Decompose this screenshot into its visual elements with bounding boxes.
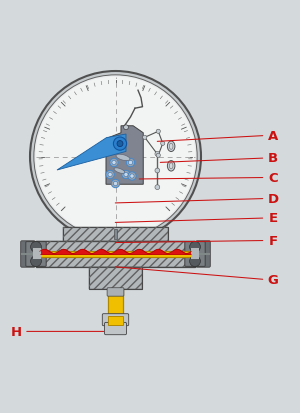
Ellipse shape [169,144,173,150]
Circle shape [124,126,128,131]
Circle shape [111,180,120,188]
Circle shape [110,159,118,167]
Circle shape [108,173,112,177]
Bar [114,229,117,239]
Bar [63,227,168,242]
Circle shape [155,185,160,190]
Ellipse shape [114,169,125,174]
FancyBboxPatch shape [102,314,129,326]
Circle shape [36,77,195,237]
FancyBboxPatch shape [107,288,124,297]
FancyBboxPatch shape [105,323,127,335]
Circle shape [106,171,114,179]
FancyBboxPatch shape [26,242,46,267]
Circle shape [156,154,161,158]
Bar [108,290,123,317]
Text: C: C [268,171,278,185]
Bar [36,242,195,267]
Circle shape [190,256,200,267]
Bar [191,249,199,259]
Ellipse shape [116,155,130,161]
Bar [108,316,123,325]
Text: A: A [268,130,278,142]
FancyBboxPatch shape [21,241,35,268]
Circle shape [34,76,197,239]
Bar [89,267,142,290]
Circle shape [161,142,165,146]
Polygon shape [57,135,126,171]
FancyBboxPatch shape [196,241,210,268]
Text: G: G [268,273,278,286]
Text: D: D [267,192,279,206]
Polygon shape [106,126,143,185]
Bar [33,249,40,259]
Circle shape [126,159,135,167]
Circle shape [130,174,134,179]
Polygon shape [94,238,137,251]
Circle shape [31,242,41,253]
Circle shape [124,173,128,177]
Bar [36,242,195,267]
Circle shape [128,161,133,165]
Ellipse shape [167,161,175,172]
Ellipse shape [167,142,175,152]
Circle shape [155,169,160,173]
Circle shape [113,182,118,186]
Circle shape [156,130,161,134]
Circle shape [113,138,127,151]
Bar [63,227,168,242]
Circle shape [122,171,130,179]
Circle shape [30,72,201,242]
FancyBboxPatch shape [185,242,205,267]
Text: H: H [11,325,22,338]
Ellipse shape [169,164,173,169]
Circle shape [112,161,116,165]
FancyBboxPatch shape [102,230,129,238]
Bar [40,251,191,258]
Circle shape [190,242,200,253]
Text: E: E [268,212,278,225]
Circle shape [128,172,136,181]
Bar [89,267,142,290]
Circle shape [155,152,160,157]
Circle shape [117,141,123,147]
Circle shape [31,256,41,267]
FancyBboxPatch shape [110,230,121,238]
Text: B: B [268,152,278,165]
Text: F: F [268,235,278,247]
Circle shape [143,136,147,140]
